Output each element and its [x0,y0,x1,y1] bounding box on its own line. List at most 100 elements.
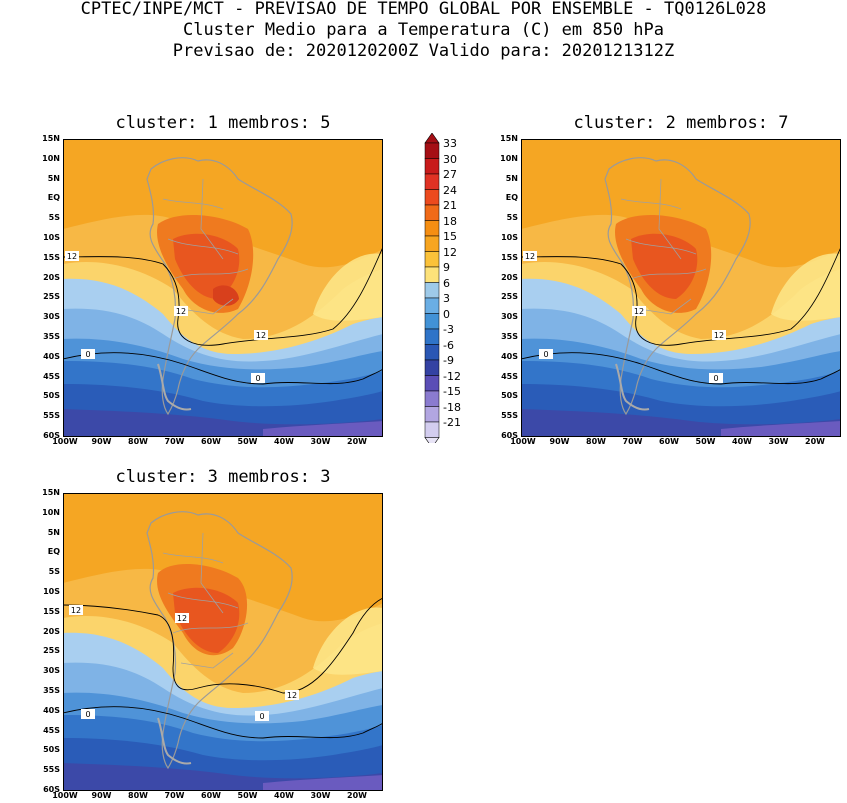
colorbar-label: 30 [443,152,457,166]
lat-tick-label: 60S [43,431,60,440]
lat-tick-label: 15S [43,252,60,262]
colorbar-label: 15 [443,230,457,243]
colorbar-swatch [424,390,440,407]
lat-tick-label: 45S [501,371,518,381]
panel-1-title: cluster: 1 membros: 5 [115,113,331,133]
lat-tick-label: 15N [42,134,60,143]
lat-tick-label: 55S [43,411,60,421]
svg-text:0: 0 [255,374,260,383]
header-line2: Cluster Medio para a Temperatura (C) em … [182,20,665,40]
lat-tick-label: 20S [43,272,60,282]
contour-label: 0 [709,373,723,383]
colorbar [424,133,440,443]
colorbar-swatch [424,173,440,190]
lat-tick-label: 5S [506,213,518,223]
lon-tick-label: 70W [622,437,643,446]
lat-tick-label: 35S [43,332,60,341]
contour-label: 12 [69,605,83,615]
lat-tick-label: 45S [43,725,60,735]
contour-label: 12 [523,251,537,261]
lat-tick-label: 35S [43,686,60,695]
lat-tick-label: 40S [43,705,60,715]
lat-tick-label: 45S [43,371,60,381]
lon-tick-label: 70W [164,791,185,800]
lon-tick-label: 90W [91,437,112,446]
colorbar-swatch [424,204,440,221]
lat-tick-label: EQ [47,547,60,557]
colorbar-swatch [424,313,440,330]
contour-label: 12 [254,330,268,340]
map-panel-cluster-1: 12 12 12 0 0 [63,139,383,437]
lat-tick-label: 5N [505,173,518,183]
lat-tick-label: 5N [47,527,60,537]
lon-tick-label: 50W [237,791,258,800]
header-line3: Previsao de: 2020120200Z Valido para: 20… [172,41,675,61]
colorbar-label: -12 [443,369,461,383]
colorbar-label: -18 [443,400,461,414]
colorbar-label: 6 [443,276,450,290]
colorbar-swatch [424,266,440,283]
contour-label: 12 [65,251,79,261]
colorbar-label: 33 [443,137,457,150]
lat-tick-label: 50S [501,391,518,401]
lat-tick-label: 40S [43,351,60,361]
temperature-map: 12 12 12 0 0 [63,139,383,437]
lat-tick-label: 10N [42,153,60,163]
colorbar-label: -15 [443,385,461,398]
contour-label: 12 [285,690,299,700]
lat-tick-label: 25S [501,292,518,302]
colorbar-label: 21 [443,199,457,212]
lat-tick-label: 30S [43,666,60,676]
lat-tick-label: 10S [43,587,60,596]
contour-label: 12 [174,306,188,316]
contour-label: 12 [175,613,189,623]
colorbar-label: 24 [443,183,457,197]
lon-tick-label: 30W [310,437,331,446]
colorbar-swatch [424,220,440,237]
svg-text:12: 12 [256,331,266,340]
colorbar-swatch [424,297,440,314]
panel-3-title: cluster: 3 membros: 3 [115,467,331,487]
lat-tick-label: 15S [43,606,60,616]
svg-text:12: 12 [634,307,644,316]
svg-text:0: 0 [259,712,264,721]
colorbar-label: -9 [443,354,454,367]
lon-tick-label: 80W [128,791,148,800]
lon-tick-label: 30W [768,437,789,446]
colorbar-swatch [424,189,440,206]
lat-tick-label: 10S [501,233,518,242]
contour-label: 0 [255,711,269,721]
colorbar-swatch [424,328,440,345]
svg-text:0: 0 [85,350,90,359]
colorbar-label: -21 [443,416,461,429]
colorbar-label: 9 [443,261,450,274]
lon-tick-label: 40W [274,791,294,800]
colorbar-label: 0 [443,307,450,321]
lon-tick-label: 60W [201,791,221,800]
svg-text:0: 0 [543,350,548,359]
svg-text:0: 0 [85,710,90,719]
lon-tick-label: 80W [128,437,148,446]
lon-tick-label: 50W [237,437,258,446]
lat-tick-label: 15N [42,488,60,497]
lon-tick-label: 100W [52,437,78,446]
lat-tick-label: 10N [500,153,518,163]
lat-tick-label: 20S [43,626,60,636]
lat-tick-label: 60S [501,431,518,440]
svg-text:12: 12 [71,606,81,615]
colorbar-swatch [424,375,440,392]
contour-label: 0 [81,709,95,719]
contour-label: 0 [539,349,553,359]
lat-tick-label: 30S [43,312,60,322]
lat-tick-label: 10S [43,233,60,242]
panel-2-title: cluster: 2 membros: 7 [573,113,789,133]
colorbar-label: -3 [443,323,454,336]
colorbar-label: 3 [443,292,450,305]
lat-tick-label: 25S [43,646,60,656]
lon-tick-label: 40W [732,437,752,446]
colorbar-swatch [424,359,440,376]
svg-text:12: 12 [714,331,724,340]
lat-tick-label: EQ [47,193,60,203]
svg-text:12: 12 [176,307,186,316]
lat-tick-label: EQ [505,193,518,203]
